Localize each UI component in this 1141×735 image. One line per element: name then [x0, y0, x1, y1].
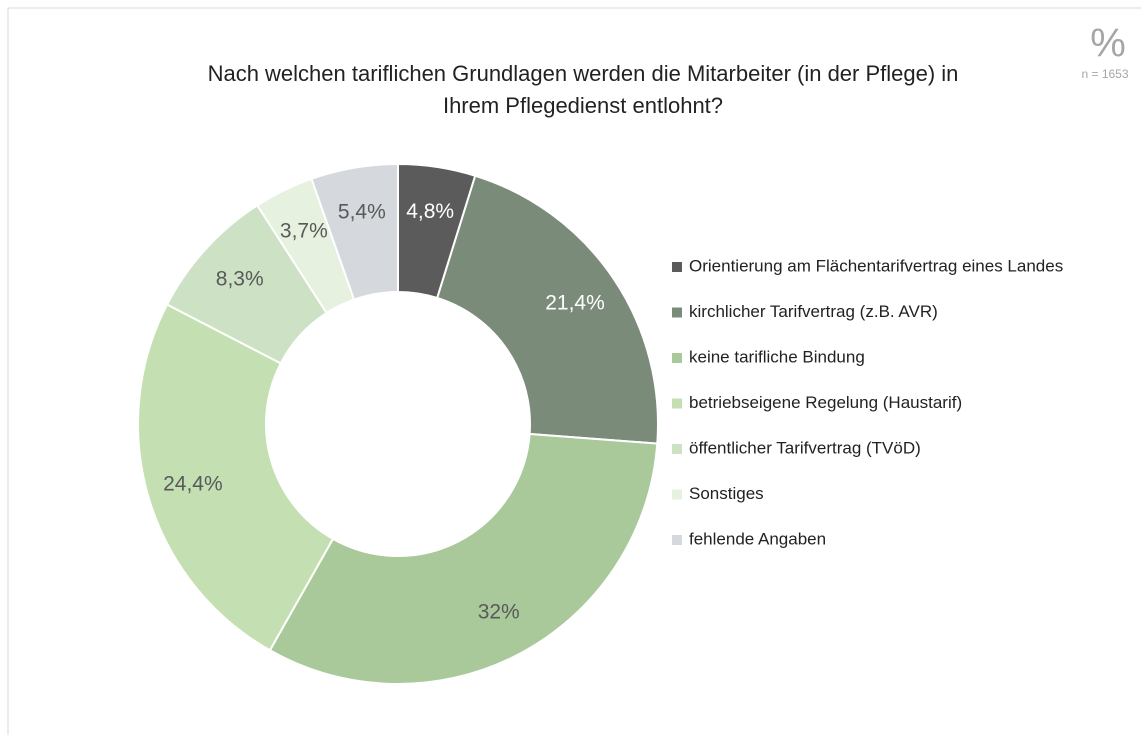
legend-label: betriebseigene Regelung (Haustarif) [689, 393, 962, 412]
data-label: 21,4% [545, 291, 605, 314]
data-label: 4,8% [406, 200, 454, 223]
legend-label: kirchlicher Tarifvertrag (z.B. AVR) [689, 302, 938, 321]
data-label: 3,7% [280, 219, 328, 242]
legend-label: keine tarifliche Bindung [689, 347, 865, 366]
donut-slice [310, 162, 399, 301]
unit-symbol: % [1090, 22, 1126, 66]
legend-swatch [672, 307, 682, 318]
donut-slice [137, 303, 335, 652]
chart-title: Ihrem Pflegedienst entlohnt? [443, 93, 723, 118]
data-label: 32% [478, 600, 520, 623]
data-label: 5,4% [338, 201, 386, 224]
legend-swatch [672, 262, 682, 272]
donut-slice [268, 432, 659, 685]
legend-swatch [672, 535, 682, 545]
legend-label: öffentlicher Tarifvertrag (TVöD) [689, 438, 921, 457]
sample-note: n = 1653 [1081, 67, 1128, 81]
legend-label: fehlende Angaben [689, 529, 826, 548]
legend-swatch [672, 398, 682, 409]
donut-slice [435, 174, 659, 445]
legend-swatch [672, 444, 682, 454]
data-label: 24,4% [163, 473, 223, 496]
legend-swatch [672, 489, 682, 500]
legend-label: Sonstiges [689, 484, 764, 503]
chart-title: Nach welchen tariflichen Grundlagen werd… [208, 61, 959, 86]
data-label: 8,3% [216, 268, 264, 291]
legend-label: Orientierung am Flächentarifvertrag eine… [689, 256, 1063, 275]
legend-swatch [672, 353, 682, 363]
